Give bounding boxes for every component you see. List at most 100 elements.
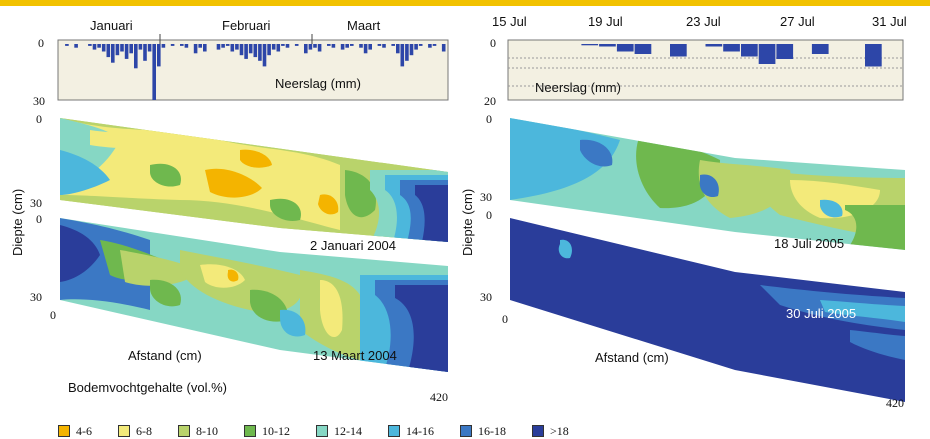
summer-precip-bar-15	[776, 44, 794, 59]
legend-swatch	[58, 425, 70, 437]
legend-label: 16-18	[478, 423, 506, 438]
label-30-juli-2005: 30 Juli 2005	[786, 306, 857, 321]
depth-tick-0-b: 0	[36, 212, 42, 226]
legend-label: 14-16	[406, 423, 434, 438]
winter-precip-bar-66	[363, 44, 368, 54]
summer-precip-bar-13	[741, 44, 758, 57]
legend-item: 10-12	[244, 424, 290, 438]
distance-tick-420-right: 420	[886, 396, 904, 410]
winter-precip-bar-12	[115, 44, 120, 56]
legend-label: 8-10	[196, 423, 218, 438]
winter-precip-bar-15	[129, 44, 133, 54]
summer-precip-bar-11	[705, 44, 723, 47]
summer-precip-bar-4	[581, 44, 599, 46]
summer-xtick-3: 23 Jul	[686, 14, 721, 29]
winter-precip-bar-51	[294, 44, 299, 46]
legend-item: 16-18	[460, 424, 506, 438]
legend-item: 12-14	[316, 424, 362, 438]
depth-tick-0-d: 0	[486, 208, 492, 222]
winter-precip-bar-44	[262, 44, 267, 67]
summer-precip-bar-7	[634, 44, 652, 54]
winter-precip-bar-35	[221, 44, 225, 48]
legend-swatch	[118, 425, 130, 437]
legend-swatch	[316, 425, 328, 437]
winter-precip-bar-41	[248, 44, 253, 54]
legend: 4-6 6-8 8-10 10-12 12-14 14-16 16-18 >18	[58, 424, 595, 438]
depth-tick-30-b: 30	[30, 290, 42, 304]
summer-ytick-20: 20	[484, 94, 496, 108]
winter-precip-bar-37	[230, 44, 235, 52]
winter-precip-bar-30	[198, 44, 202, 48]
legend-item: >18	[532, 424, 569, 438]
winter-precip-bar-76	[409, 44, 414, 56]
winter-precip-bar-63	[350, 44, 354, 46]
summer-xtick-4: 27 Jul	[780, 14, 815, 29]
winter-precip-bar-78	[418, 44, 423, 46]
winter-precip-bar-73	[396, 44, 400, 54]
distance-axis-label-left: Afstand (cm)	[128, 348, 202, 363]
winter-precip-bar-54	[308, 44, 313, 50]
summer-precip-bar-17	[811, 44, 829, 54]
winter-precip-bar-45	[267, 44, 271, 56]
winter-precip-bar-55	[313, 44, 317, 48]
winter-ytick-30: 30	[33, 94, 45, 108]
winter-precip-bar-77	[414, 44, 418, 50]
winter-precip-bar-14	[124, 44, 129, 59]
winter-precip-bar-21	[157, 44, 161, 67]
winter-precip-bar-36	[225, 44, 230, 46]
winter-precip-bar-61	[340, 44, 345, 50]
winter-precip-bar-26	[180, 44, 184, 46]
winter-precip-bar-70	[382, 44, 386, 48]
winter-precip-bar-62	[345, 44, 349, 48]
winter-precip-bar-39	[239, 44, 244, 56]
summer-precip-bar-14	[758, 44, 776, 64]
label-18-juli-2005: 18 Juli 2005	[774, 236, 845, 251]
depth-tick-0-a: 0	[36, 112, 42, 126]
summer-precip-bar-9	[670, 44, 687, 57]
winter-precip-bar-8	[97, 44, 101, 48]
winter-precip-bar-13	[120, 44, 124, 52]
legend-label: >18	[550, 423, 569, 438]
summer-xtick-1: 15 Jul	[492, 14, 527, 29]
winter-precip-bar-38	[235, 44, 239, 50]
legend-label: 6-8	[136, 423, 152, 438]
winter-precip-bar-7	[92, 44, 97, 50]
summer-xtick-5: 31 Jul	[872, 14, 907, 29]
winter-precip-bar-74	[400, 44, 405, 67]
winter-precip-bar-75	[405, 44, 409, 61]
winter-precip-bar-65	[359, 44, 363, 48]
winter-xtick-3: Maart	[347, 18, 381, 33]
winter-precip-bar-24	[170, 44, 175, 46]
winter-precip-bar-49	[285, 44, 290, 48]
winter-precip-bar-59	[331, 44, 336, 48]
legend-swatch	[178, 425, 190, 437]
legend-title: Bodemvochtgehalte (vol.%)	[68, 380, 227, 395]
distance-axis-label-right: Afstand (cm)	[595, 350, 669, 365]
winter-precip-bar-31	[203, 44, 207, 52]
accent-stripe	[0, 0, 930, 6]
winter-precip-bar-29	[193, 44, 198, 54]
winter-precip-bar-56	[317, 44, 322, 52]
legend-item: 6-8	[118, 424, 152, 438]
legend-label: 4-6	[76, 423, 92, 438]
legend-label: 12-14	[334, 423, 362, 438]
winter-precip-bar-46	[271, 44, 276, 50]
summer-ytick-0: 0	[490, 36, 496, 50]
winter-precip-bar-72	[391, 44, 395, 46]
winter-precip-bar-10	[106, 44, 111, 58]
depth-axis-label-right: Diepte (cm)	[460, 188, 475, 256]
legend-label: 10-12	[262, 423, 290, 438]
winter-precip-bar-53	[304, 44, 308, 54]
winter-precip-bar-18	[143, 44, 147, 61]
summer-precip-bar-12	[723, 44, 740, 52]
winter-precip-bar-6	[88, 44, 92, 46]
winter-precip-bar-67	[368, 44, 372, 50]
winter-precip-bar-9	[101, 44, 106, 52]
winter-precip-bar-47	[276, 44, 281, 52]
summer-precip-label: Neerslag (mm)	[535, 80, 621, 95]
summer-precip-bar-5	[599, 44, 616, 47]
legend-swatch	[460, 425, 472, 437]
distance-tick-0-right: 0	[502, 312, 508, 326]
winter-precip-bar-83	[441, 44, 446, 52]
